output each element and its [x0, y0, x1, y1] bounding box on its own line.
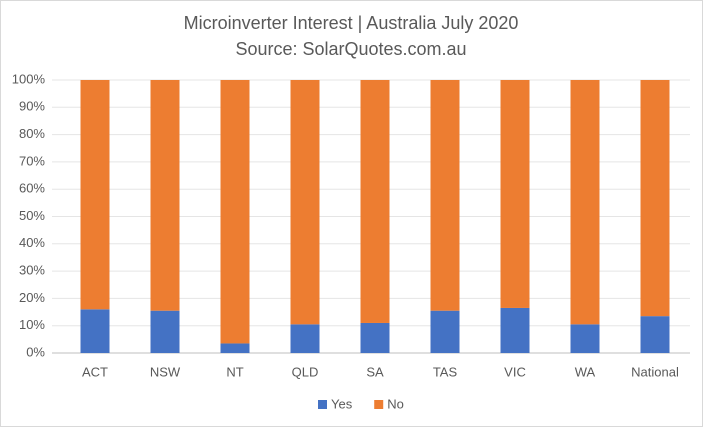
bar-segment — [430, 80, 460, 311]
bar-segment — [640, 80, 670, 317]
y-tick-label: 70% — [19, 153, 45, 168]
bar-segment — [570, 80, 600, 325]
y-tick-label: 10% — [19, 317, 45, 332]
chart-title: Microinverter Interest | Australia July … — [184, 13, 519, 33]
bar-segment — [290, 80, 320, 325]
x-tick-label: TAS — [433, 364, 458, 379]
x-tick-label: ACT — [82, 364, 108, 379]
bar-segment — [80, 309, 110, 353]
bar-segment — [360, 322, 390, 353]
y-tick-label: 100% — [12, 71, 46, 86]
y-tick-label: 80% — [19, 126, 45, 141]
y-tick-label: 0% — [26, 344, 45, 359]
legend-label: No — [387, 396, 404, 411]
chart-subtitle: Source: SolarQuotes.com.au — [235, 39, 466, 59]
bar-segment — [640, 316, 670, 353]
x-tick-label: NSW — [150, 364, 181, 379]
bar-segment — [220, 80, 250, 344]
y-tick-label: 40% — [19, 235, 45, 250]
legend-label: Yes — [331, 396, 353, 411]
bar-segment — [150, 80, 180, 311]
y-tick-label: 50% — [19, 208, 45, 223]
bar-segment — [220, 343, 250, 353]
legend-swatch — [374, 400, 384, 409]
bar-segment — [150, 310, 180, 353]
y-tick-label: 90% — [19, 99, 45, 114]
x-tick-label: VIC — [504, 364, 526, 379]
x-tick-label: SA — [366, 364, 384, 379]
bar-segment — [500, 80, 530, 308]
y-tick-label: 30% — [19, 263, 45, 278]
x-tick-label: WA — [575, 364, 596, 379]
bar-segment — [290, 324, 320, 353]
y-tick-label: 60% — [19, 181, 45, 196]
legend-swatch — [318, 400, 327, 409]
bar-segment — [80, 80, 110, 310]
x-tick-label: QLD — [292, 364, 319, 379]
bar-segment — [430, 310, 460, 353]
y-tick-label: 20% — [19, 290, 45, 305]
x-tick-label: National — [631, 364, 679, 379]
bar-segment — [570, 324, 600, 353]
x-tick-label: NT — [226, 364, 243, 379]
bar-segment — [500, 307, 530, 353]
bar-segment — [360, 80, 390, 323]
